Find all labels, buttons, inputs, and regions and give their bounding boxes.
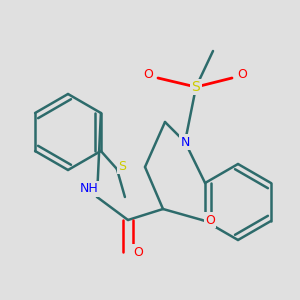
Text: N: N [180, 136, 190, 148]
Text: O: O [237, 68, 247, 82]
Text: S: S [192, 80, 200, 94]
Text: S: S [118, 160, 126, 172]
Text: O: O [205, 214, 215, 226]
Text: NH: NH [80, 182, 98, 196]
Text: O: O [143, 68, 153, 82]
Text: O: O [133, 245, 143, 259]
